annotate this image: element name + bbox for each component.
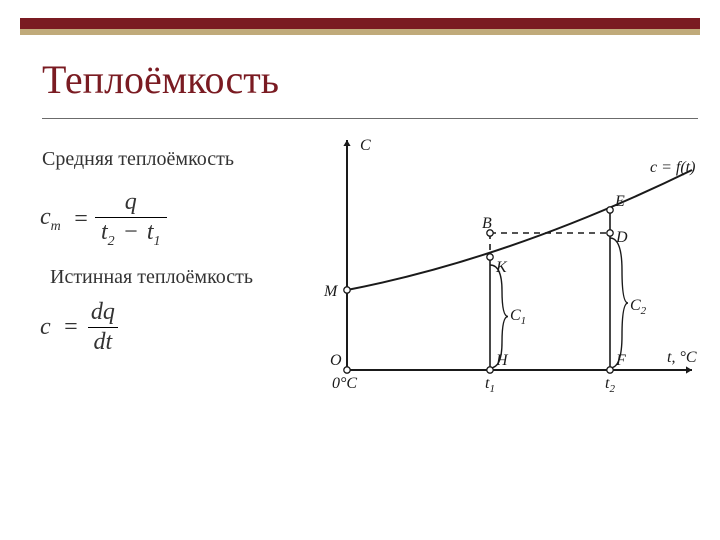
svg-text:C: C	[360, 137, 371, 154]
slide-root: Теплоёмкость Средняя теплоёмкость cm = q…	[0, 0, 720, 540]
eq2-num: dq	[85, 300, 121, 327]
label-avg-heat-capacity: Средняя теплоёмкость	[42, 148, 234, 171]
eq2-den: dt	[88, 327, 119, 355]
svg-text:0°C: 0°C	[332, 375, 357, 392]
equation-cm: cm = q t2 − t1	[40, 190, 167, 250]
eq1-t2-base: t	[101, 219, 108, 245]
eq1-den: t2 − t1	[95, 217, 167, 249]
eq1-num: q	[119, 190, 143, 217]
eq2-equals: =	[57, 314, 85, 341]
svg-text:C1: C1	[510, 307, 526, 327]
slide-title: Теплоёмкость	[42, 56, 279, 103]
svg-text:M: M	[323, 283, 339, 300]
title-underline	[42, 118, 698, 119]
label-true-heat-capacity: Истинная теплоёмкость	[50, 266, 253, 289]
svg-text:t, °C: t, °C	[667, 349, 697, 366]
equation-c: c = dq dt	[40, 300, 121, 355]
svg-text:c = f(t): c = f(t)	[650, 159, 695, 176]
eq2-lhs: c	[40, 314, 57, 341]
svg-text:E: E	[614, 193, 625, 210]
eq1-fraction: q t2 − t1	[95, 190, 167, 250]
svg-text:H: H	[495, 352, 509, 369]
accent-bar	[20, 18, 700, 36]
eq1-lhs-base: c	[40, 204, 51, 230]
svg-text:K: K	[495, 259, 508, 276]
svg-text:t1: t1	[485, 375, 495, 395]
eq1-lhs: cm	[40, 204, 67, 235]
eq1-equals: =	[67, 206, 95, 233]
svg-text:F: F	[615, 352, 626, 369]
eq1-t1-base: t	[147, 219, 154, 245]
svg-text:O: O	[330, 352, 342, 369]
accent-bar-dark	[20, 18, 700, 29]
svg-text:C2: C2	[630, 297, 647, 317]
eq1-lhs-sub: m	[51, 219, 61, 234]
eq1-minus: −	[121, 219, 141, 245]
heat-capacity-diagram: C1 C2 M O K B H D E F Ct, °C 0°C t1 t2 c = f(t)	[302, 130, 702, 420]
eq1-t2-sub: 2	[108, 234, 115, 249]
eq1-t1-sub: 1	[154, 234, 161, 249]
diagram-svg: C1 C2 M O K B H D E F Ct, °C 0°C t1 t2 c = f(t)	[302, 130, 702, 420]
svg-text:t2: t2	[605, 375, 615, 395]
accent-bar-light	[20, 29, 700, 35]
svg-text:B: B	[482, 215, 492, 232]
eq2-fraction: dq dt	[85, 300, 121, 355]
svg-text:D: D	[615, 229, 628, 246]
